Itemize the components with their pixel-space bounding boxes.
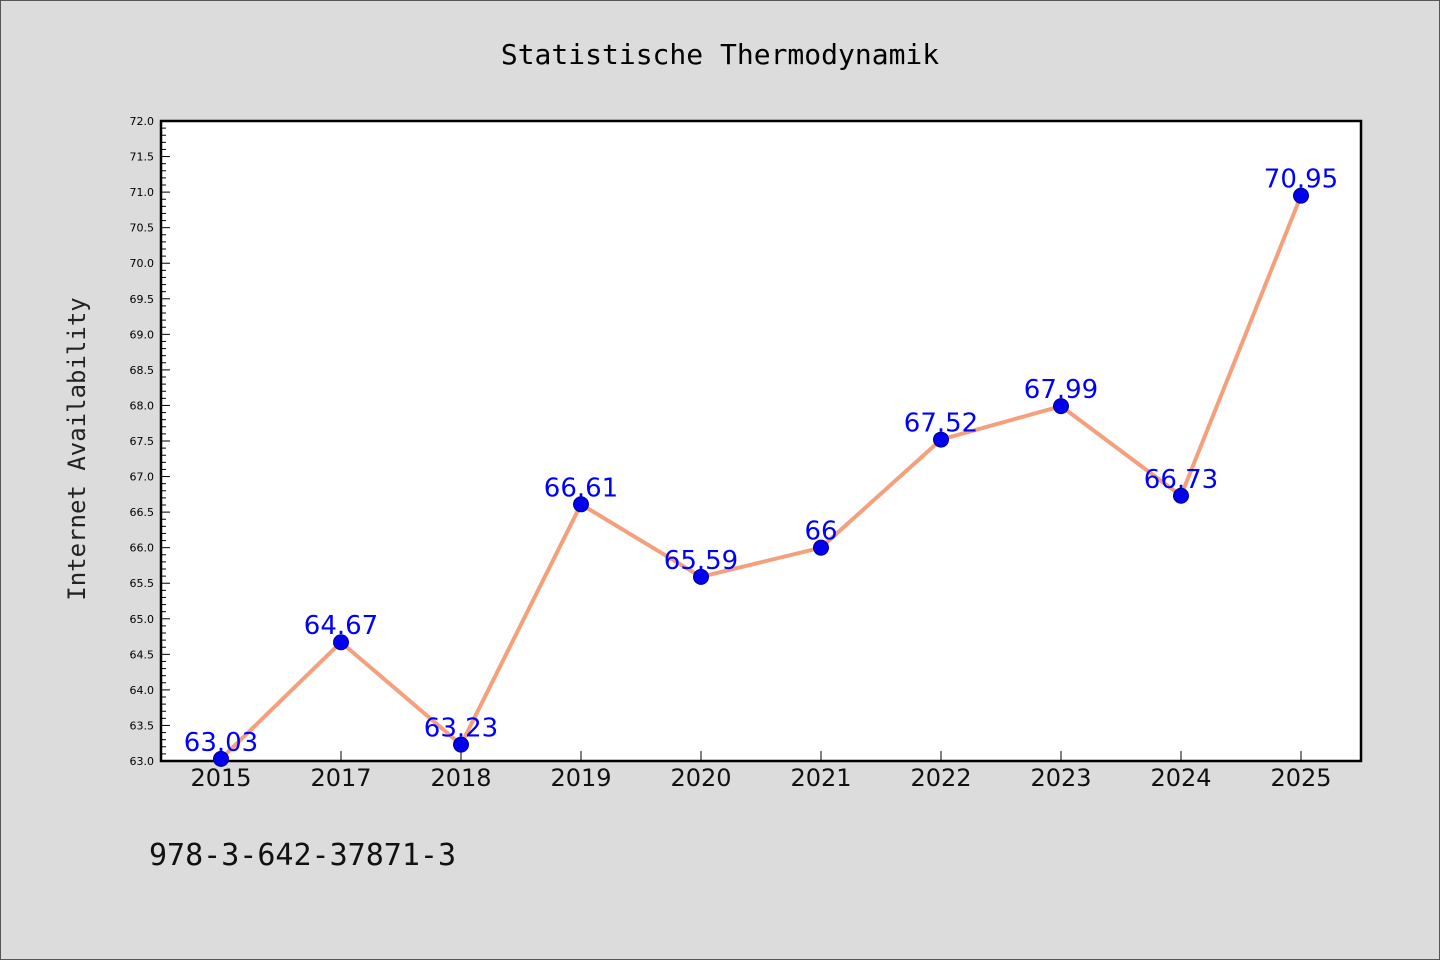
x-tick-label: 2021 bbox=[790, 764, 851, 792]
data-point bbox=[213, 750, 229, 767]
y-tick-label: 70.5 bbox=[130, 222, 155, 235]
data-label: 63.03 bbox=[184, 728, 258, 758]
data-point bbox=[333, 634, 349, 651]
y-tick-label: 65.5 bbox=[130, 577, 155, 590]
y-axis-ticks: 63.0 63.5 64.0 64.5 65.0 65.5 66.0 66.5 67.0 67.5… bbox=[130, 115, 170, 768]
data-label: 63.23 bbox=[424, 714, 498, 744]
data-point bbox=[933, 431, 949, 448]
y-tick-label: 71.0 bbox=[130, 186, 155, 199]
y-tick-label: 71.5 bbox=[130, 151, 155, 164]
data-label: 67.52 bbox=[904, 409, 978, 439]
y-tick-label: 68.0 bbox=[130, 399, 155, 412]
y-tick-label: 65.0 bbox=[130, 613, 155, 626]
x-axis-ticks: 2015 2017 2018 2019 2020 2021 2022 2023 2024 2025 bbox=[190, 751, 1332, 792]
data-label: 66 bbox=[804, 517, 837, 547]
y-tick-label: 63.0 bbox=[130, 755, 155, 768]
y-tick-label: 66.5 bbox=[130, 506, 155, 519]
data-label: 70.95 bbox=[1264, 165, 1338, 195]
y-tick-label: 72.0 bbox=[130, 115, 155, 128]
y-tick-label: 66.0 bbox=[130, 542, 155, 555]
x-tick-label: 2022 bbox=[910, 764, 971, 792]
y-tick-label: 63.5 bbox=[130, 719, 155, 732]
chart-title: Statistische Thermodynamik bbox=[501, 38, 939, 71]
data-label: 66.61 bbox=[544, 473, 618, 503]
data-labels: 63.03 64.67 63.23 66.61 65.59 66 67.52 67.99 66.… bbox=[184, 165, 1338, 758]
data-point bbox=[1173, 487, 1189, 504]
x-tick-label: 2015 bbox=[190, 764, 251, 792]
x-tick-label: 2017 bbox=[310, 764, 371, 792]
data-point bbox=[453, 736, 469, 753]
y-tick-label: 67.0 bbox=[130, 471, 155, 484]
y-tick-label: 69.5 bbox=[130, 293, 155, 306]
x-tick-label: 2023 bbox=[1030, 764, 1091, 792]
data-label: 67.99 bbox=[1024, 375, 1098, 405]
x-tick-label: 2024 bbox=[1150, 764, 1211, 792]
x-tick-label: 2018 bbox=[430, 764, 491, 792]
y-tick-label: 67.5 bbox=[130, 435, 155, 448]
y-tick-label: 64.5 bbox=[130, 648, 155, 661]
series-line-group bbox=[219, 193, 1303, 761]
isbn-footer: 978-3-642-37871-3 bbox=[149, 838, 456, 873]
y-tick-label: 68.5 bbox=[130, 364, 155, 377]
data-point bbox=[1053, 398, 1069, 415]
x-tick-label: 2025 bbox=[1270, 764, 1331, 792]
data-label: 65.59 bbox=[664, 546, 738, 576]
x-tick-label: 2020 bbox=[670, 764, 731, 792]
data-point bbox=[693, 568, 709, 585]
y-tick-label: 69.0 bbox=[130, 328, 155, 341]
y-tick-label: 64.0 bbox=[130, 684, 155, 697]
data-point bbox=[573, 496, 589, 513]
data-point bbox=[813, 539, 829, 556]
data-point bbox=[1293, 187, 1309, 204]
data-label: 64.67 bbox=[304, 611, 378, 641]
data-label: 66.73 bbox=[1144, 465, 1218, 495]
y-tick-label: 70.0 bbox=[130, 257, 155, 270]
plot-area bbox=[159, 119, 1363, 763]
series-line bbox=[219, 193, 1303, 761]
y-axis-label: Internet Availability bbox=[63, 297, 91, 600]
data-markers bbox=[213, 187, 1309, 767]
x-tick-label: 2019 bbox=[550, 764, 611, 792]
